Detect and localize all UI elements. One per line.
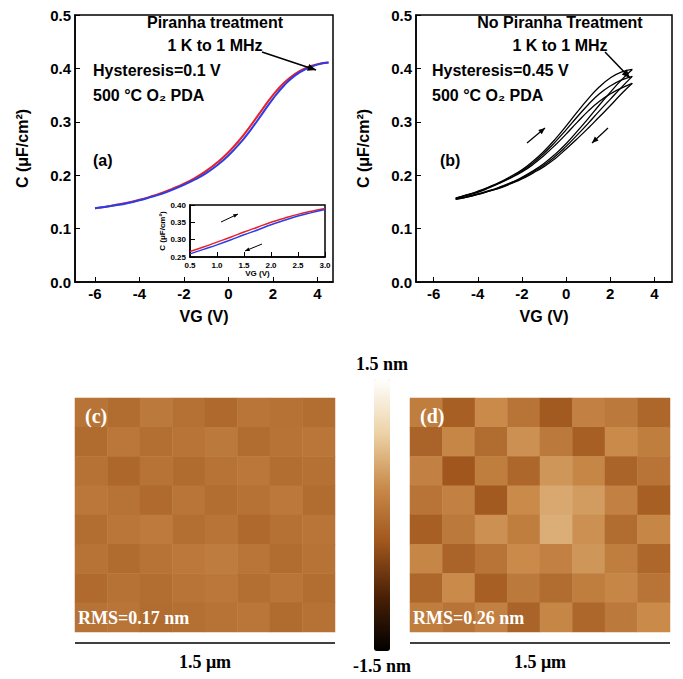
svg-text:0.5: 0.5 xyxy=(50,7,71,24)
svg-text:-2: -2 xyxy=(177,285,190,302)
svg-text:500 °C O₂ PDA: 500 °C O₂ PDA xyxy=(432,87,544,104)
svg-text:0.5: 0.5 xyxy=(391,7,412,24)
svg-text:0.3: 0.3 xyxy=(391,113,412,130)
svg-text:C (μF/cm²): C (μF/cm²) xyxy=(158,211,167,251)
svg-text:0.2: 0.2 xyxy=(50,167,71,184)
svg-text:-4: -4 xyxy=(471,285,485,302)
svg-text:1.5 μm: 1.5 μm xyxy=(179,652,231,672)
svg-text:0.1: 0.1 xyxy=(50,220,71,237)
svg-text:-6: -6 xyxy=(88,285,101,302)
svg-text:0.30: 0.30 xyxy=(170,235,186,244)
svg-text:0.5: 0.5 xyxy=(184,261,196,270)
svg-text:No Piranha Treatment: No Piranha Treatment xyxy=(477,14,643,31)
svg-text:0.2: 0.2 xyxy=(391,167,412,184)
svg-text:VG (V): VG (V) xyxy=(520,308,569,325)
svg-text:0.4: 0.4 xyxy=(391,60,413,77)
svg-text:1.5 nm: 1.5 nm xyxy=(356,354,408,374)
svg-text:Hysteresis=0.1 V: Hysteresis=0.1 V xyxy=(93,62,221,79)
svg-text:4: 4 xyxy=(313,285,322,302)
svg-text:2.5: 2.5 xyxy=(292,261,304,270)
svg-text:C (μF/cm²): C (μF/cm²) xyxy=(355,109,372,188)
svg-text:0.35: 0.35 xyxy=(170,218,186,227)
svg-text:-4: -4 xyxy=(133,285,147,302)
svg-text:0.1: 0.1 xyxy=(391,220,412,237)
svg-text:Hysteresis=0.45 V: Hysteresis=0.45 V xyxy=(432,62,569,79)
svg-text:1.5 μm: 1.5 μm xyxy=(514,652,566,672)
svg-text:1 K to 1 MHz: 1 K to 1 MHz xyxy=(167,37,262,54)
svg-text:0.25: 0.25 xyxy=(170,252,186,262)
svg-text:3.0: 3.0 xyxy=(319,261,331,270)
svg-text:VG (V): VG (V) xyxy=(245,269,270,278)
svg-text:-1.5 nm: -1.5 nm xyxy=(353,656,411,676)
svg-text:0.40: 0.40 xyxy=(170,201,186,210)
svg-text:(d): (d) xyxy=(420,405,444,428)
svg-text:1.5: 1.5 xyxy=(238,261,250,270)
svg-text:1.0: 1.0 xyxy=(211,261,223,270)
svg-text:0.0: 0.0 xyxy=(391,274,412,291)
svg-text:0.3: 0.3 xyxy=(50,113,71,130)
svg-text:2.0: 2.0 xyxy=(265,261,277,270)
svg-text:2: 2 xyxy=(269,285,277,302)
svg-text:(c): (c) xyxy=(85,405,107,428)
svg-text:0.4: 0.4 xyxy=(50,60,72,77)
svg-text:1 K to 1 MHz: 1 K to 1 MHz xyxy=(512,37,607,54)
svg-text:RMS=0.26 nm: RMS=0.26 nm xyxy=(413,608,524,628)
svg-text:-2: -2 xyxy=(515,285,528,302)
svg-text:VG (V): VG (V) xyxy=(180,308,229,325)
svg-text:Piranha treatment: Piranha treatment xyxy=(147,14,284,31)
svg-text:0.0: 0.0 xyxy=(50,274,71,291)
svg-text:RMS=0.17 nm: RMS=0.17 nm xyxy=(78,608,189,628)
svg-text:0: 0 xyxy=(562,285,570,302)
svg-text:(a): (a) xyxy=(93,152,113,169)
svg-text:500 °C O₂ PDA: 500 °C O₂ PDA xyxy=(93,87,205,104)
svg-text:-6: -6 xyxy=(427,285,440,302)
svg-text:(b): (b) xyxy=(440,152,460,169)
svg-text:0: 0 xyxy=(224,285,232,302)
svg-text:4: 4 xyxy=(650,285,659,302)
svg-text:2: 2 xyxy=(606,285,614,302)
svg-text:C (μF/cm²): C (μF/cm²) xyxy=(14,109,31,188)
